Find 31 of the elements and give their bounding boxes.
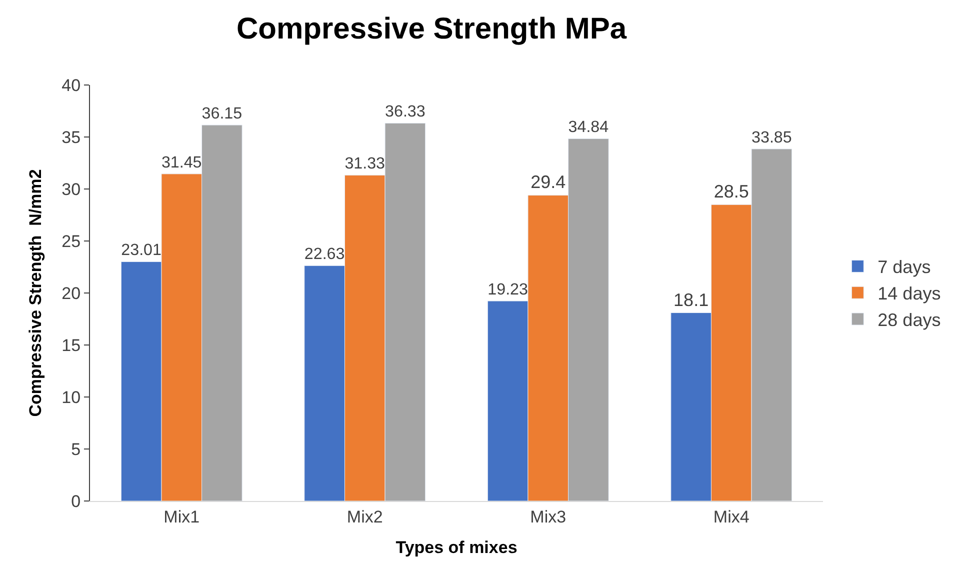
- x-tick-label: Mix2: [346, 507, 383, 526]
- data-label: 29.4: [530, 172, 566, 192]
- x-tick-label: Mix4: [713, 507, 750, 526]
- data-label: 18.1: [674, 290, 709, 310]
- data-label: 28.5: [714, 182, 749, 202]
- data-label: 36.15: [202, 104, 242, 122]
- data-label: 19.23: [488, 280, 528, 298]
- y-tick-label: 15: [62, 336, 81, 355]
- data-label: 36.33: [385, 102, 426, 121]
- y-tick-label: 10: [62, 388, 81, 407]
- y-tick-label: 35: [62, 128, 81, 147]
- x-axis-title: Types of mixes: [396, 538, 518, 557]
- data-label: 33.85: [752, 128, 792, 146]
- x-tick-label: Mix1: [164, 507, 200, 526]
- y-tick-label: 30: [62, 180, 81, 199]
- data-label: 22.63: [304, 245, 345, 264]
- y-tick-label: 40: [62, 76, 81, 95]
- y-tick-label: 0: [71, 492, 81, 511]
- chart-title: Compressive Strength MPa: [236, 12, 627, 46]
- y-tick-label: 20: [62, 284, 81, 303]
- data-label: 31.33: [344, 154, 386, 173]
- data-label: 23.01: [121, 241, 162, 260]
- legend-label: 28 days: [878, 310, 941, 330]
- data-label: 34.84: [568, 118, 609, 136]
- x-tick-label: Mix3: [530, 507, 566, 526]
- y-axis-title: Compressive Strength N/mm2: [26, 169, 46, 417]
- y-tick-label: 5: [71, 440, 81, 459]
- y-tick-label: 25: [62, 232, 81, 251]
- legend-label: 14 days: [878, 284, 941, 304]
- legend-label: 7 days: [878, 257, 931, 278]
- data-label: 31.45: [161, 153, 202, 172]
